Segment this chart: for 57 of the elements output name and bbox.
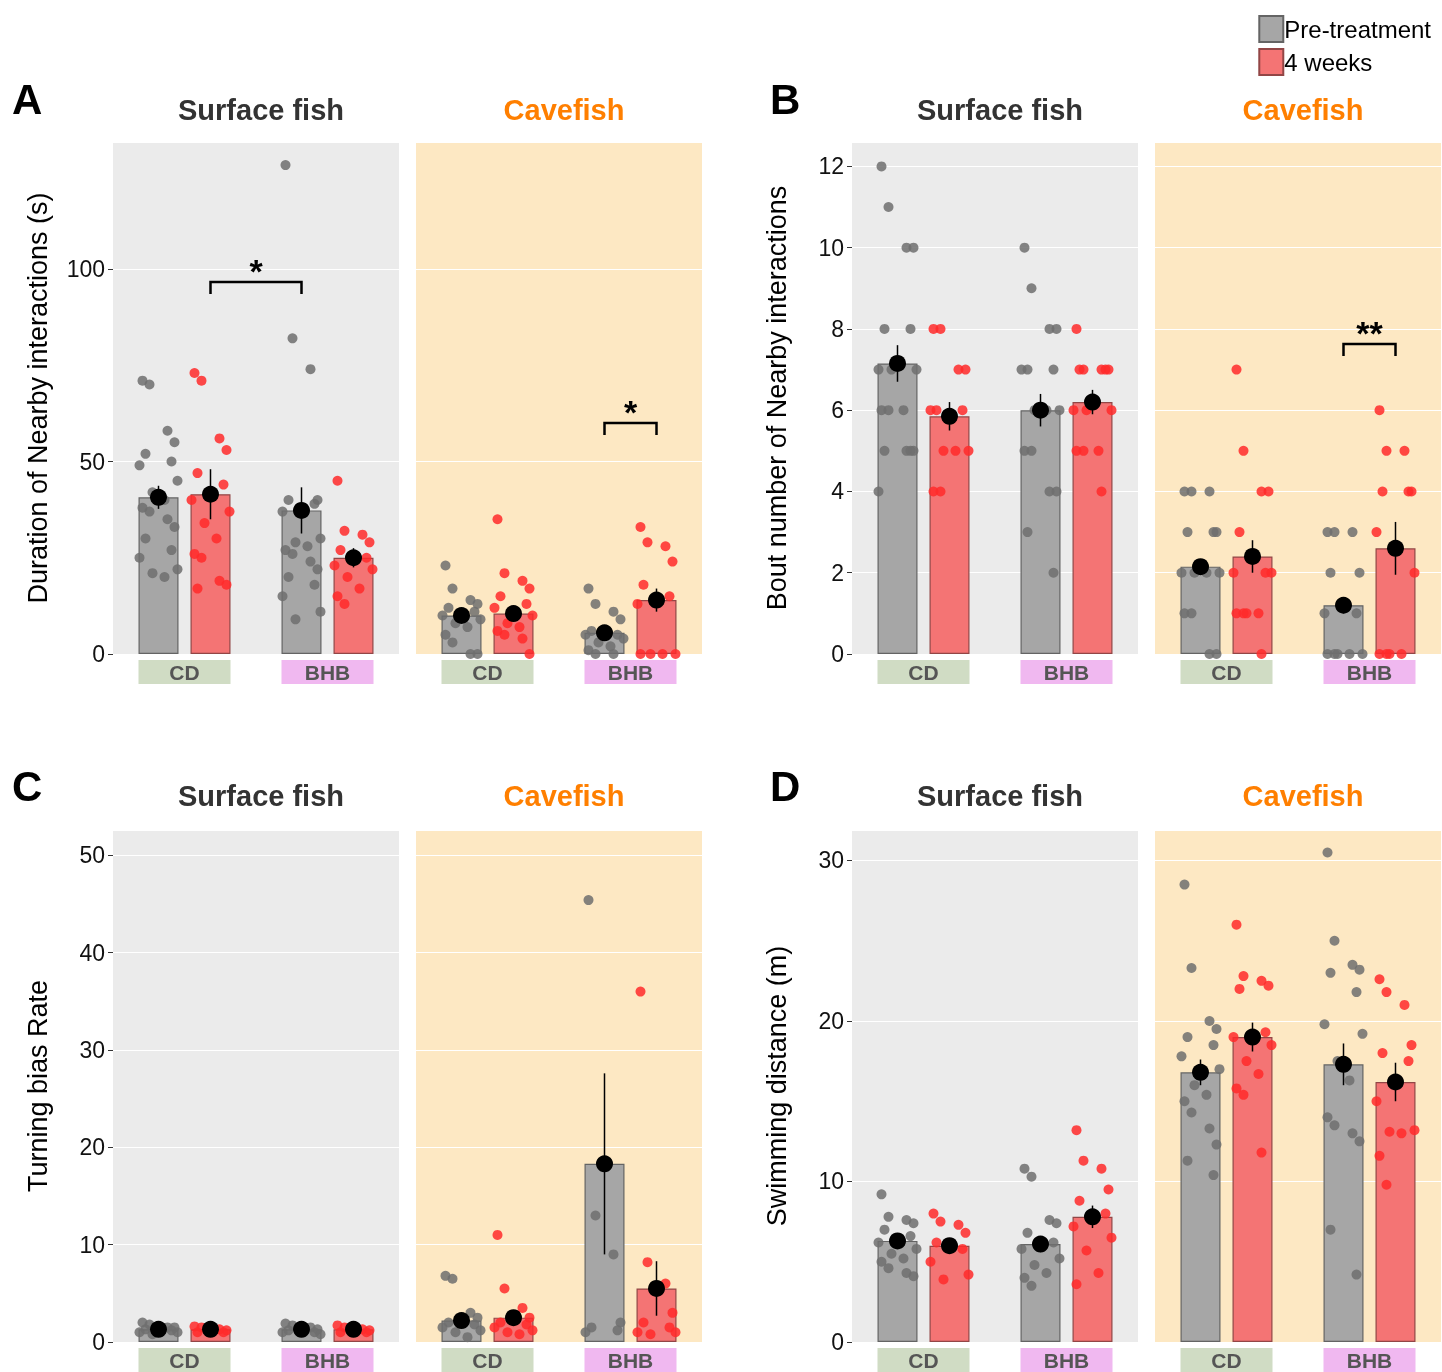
chart-title: Cavefish xyxy=(1242,93,1364,126)
y-tick-label: 0 xyxy=(92,1329,105,1355)
x-tick-label: BHB xyxy=(1043,660,1090,684)
y-tick-label: 0 xyxy=(831,641,844,667)
x-tick-label: CD xyxy=(1211,1348,1242,1372)
y-tick-label: 100 xyxy=(66,256,105,283)
y-tick-label: 4 xyxy=(831,478,845,505)
chart-title: Surface fish xyxy=(178,779,344,812)
y-axis-title: Turning bias Rate xyxy=(22,979,53,1193)
x-tick-label: CD xyxy=(908,660,939,684)
y-tick-label: 30 xyxy=(818,847,844,874)
x-tick-label: BHB xyxy=(1346,1348,1393,1372)
x-tick-label: CD xyxy=(1211,660,1242,684)
text: B xyxy=(770,75,801,123)
x-tick-label: BHB xyxy=(607,660,654,684)
x-tick-label: CD xyxy=(472,660,503,684)
y-axis-title: Duration of Nearby interactions (s) xyxy=(22,192,53,604)
y-tick-label: 2 xyxy=(831,559,844,586)
x-tick-label: CD xyxy=(169,1348,200,1372)
annotation: ** xyxy=(1356,314,1384,352)
legend-label: Pre-treatment xyxy=(1284,15,1432,43)
x-tick-label: BHB xyxy=(1043,1348,1090,1372)
chart-title: Cavefish xyxy=(1242,779,1364,812)
chart-title: Surface fish xyxy=(917,779,1083,812)
text: D xyxy=(770,762,801,810)
annotation: * xyxy=(249,252,264,290)
y-tick-label: 30 xyxy=(79,1036,105,1063)
chart-title: Cavefish xyxy=(503,93,625,126)
y-tick-label: 20 xyxy=(818,1008,844,1034)
x-tick-label: BHB xyxy=(304,660,351,684)
y-tick-label: 0 xyxy=(92,641,105,667)
x-tick-label: CD xyxy=(908,1348,939,1372)
chart-title: Surface fish xyxy=(917,93,1083,126)
y-axis-title: Bout number of Nearby interactions xyxy=(761,185,792,611)
x-tick-label: BHB xyxy=(1346,660,1393,684)
y-tick-label: 10 xyxy=(79,1231,105,1258)
y-tick-label: 0 xyxy=(831,1329,844,1355)
y-axis-title: Swimming distance (m) xyxy=(761,945,792,1227)
y-tick-label: 20 xyxy=(79,1134,105,1161)
y-tick-label: 10 xyxy=(818,1168,844,1195)
y-tick-label: 6 xyxy=(831,397,844,424)
y-tick-label: 10 xyxy=(818,234,844,261)
y-tick-label: 40 xyxy=(79,939,105,966)
text: A xyxy=(12,75,43,123)
x-tick-label: CD xyxy=(472,1348,503,1372)
x-tick-label: BHB xyxy=(304,1348,351,1372)
y-tick-label: 50 xyxy=(79,448,105,475)
y-tick-label: 8 xyxy=(831,315,844,342)
y-tick-label: 12 xyxy=(818,153,844,180)
chart-title: Cavefish xyxy=(503,779,625,812)
text: C xyxy=(12,762,43,810)
chart-title: Surface fish xyxy=(178,93,344,126)
x-tick-label: BHB xyxy=(607,1348,654,1372)
x-tick-label: CD xyxy=(169,660,200,684)
y-tick-label: 50 xyxy=(79,842,105,869)
annotation: * xyxy=(623,393,638,431)
legend-label: 4 weeks xyxy=(1284,48,1373,76)
